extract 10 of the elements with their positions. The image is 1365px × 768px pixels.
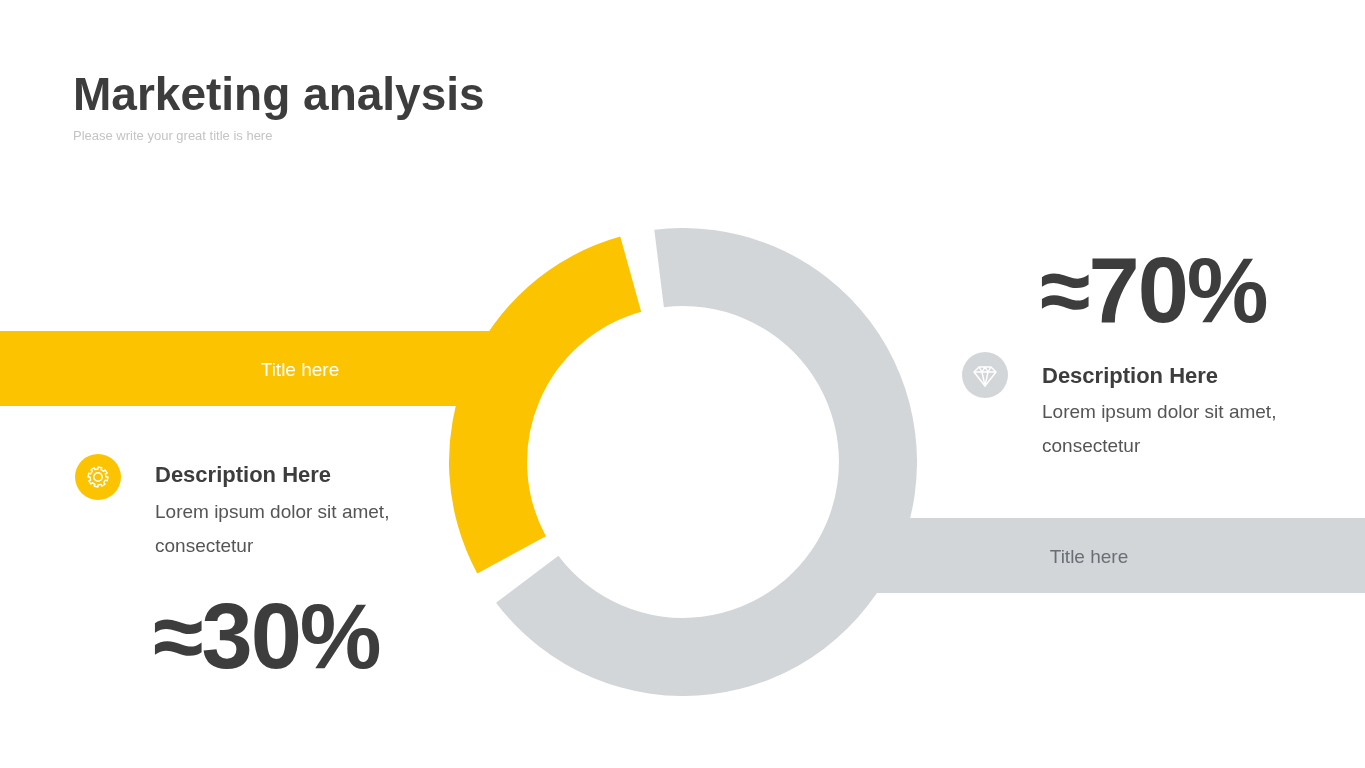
chart-subtitle: Please write your great title is here xyxy=(73,128,273,143)
chart-title: Marketing analysis xyxy=(73,68,485,120)
slice-label: Title here xyxy=(1049,545,1129,566)
data-label: ≈30% xyxy=(153,585,380,687)
text: Description Here xyxy=(155,462,332,487)
text: Description Here xyxy=(1042,363,1219,388)
text: Lorem ipsum dolor sit amet, consectetur xyxy=(1042,400,1278,458)
text: Lorem ipsum dolor sit amet, consectetur xyxy=(155,500,391,558)
slice-label: Title here xyxy=(260,358,340,379)
data-label: ≈70% xyxy=(1040,239,1267,341)
